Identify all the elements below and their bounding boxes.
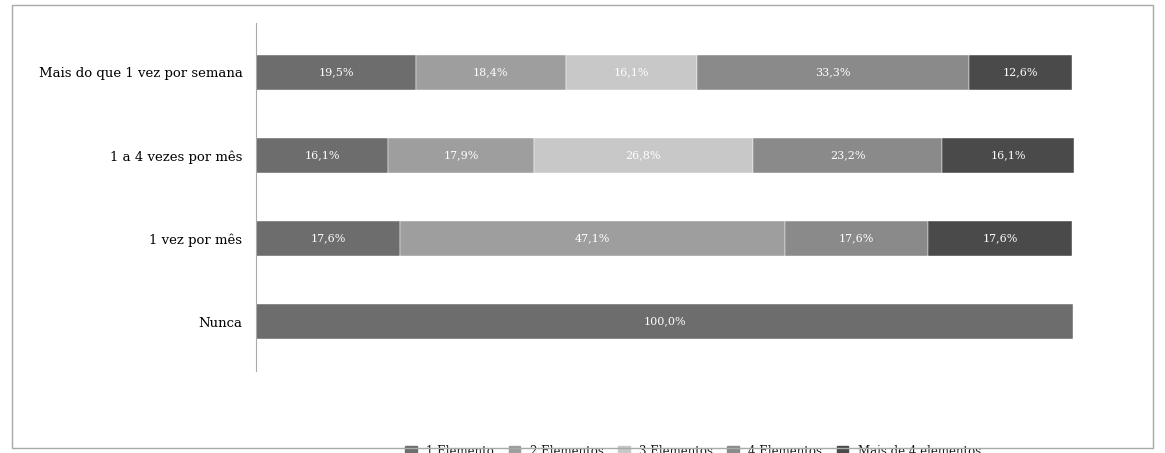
- Text: 18,4%: 18,4%: [473, 67, 508, 77]
- Text: 17,6%: 17,6%: [310, 234, 346, 244]
- Text: 47,1%: 47,1%: [574, 234, 610, 244]
- Text: 16,1%: 16,1%: [304, 150, 340, 160]
- Text: 33,3%: 33,3%: [816, 67, 850, 77]
- Text: 19,5%: 19,5%: [318, 67, 354, 77]
- Bar: [256, 55, 416, 90]
- Bar: [566, 55, 698, 90]
- Text: 26,8%: 26,8%: [626, 150, 661, 160]
- Text: 12,6%: 12,6%: [1003, 67, 1038, 77]
- Bar: [753, 138, 942, 173]
- Text: 16,1%: 16,1%: [990, 150, 1025, 160]
- Bar: [388, 138, 534, 173]
- Bar: [942, 138, 1074, 173]
- Bar: [698, 55, 969, 90]
- Text: 17,9%: 17,9%: [443, 150, 479, 160]
- Text: 100,0%: 100,0%: [643, 317, 686, 327]
- Bar: [416, 55, 566, 90]
- Text: 16,1%: 16,1%: [614, 67, 649, 77]
- Bar: [785, 221, 929, 256]
- Bar: [256, 138, 388, 173]
- Bar: [256, 221, 400, 256]
- Bar: [534, 138, 753, 173]
- Bar: [400, 221, 785, 256]
- Bar: [969, 55, 1072, 90]
- Text: 23,2%: 23,2%: [829, 150, 866, 160]
- Bar: [256, 304, 1073, 339]
- Text: 17,6%: 17,6%: [982, 234, 1018, 244]
- Text: 17,6%: 17,6%: [839, 234, 874, 244]
- Bar: [929, 221, 1072, 256]
- Legend: 1 Elemento, 2 Elementos, 3 Elementos, 4 Elementos, Mais de 4 elementos: 1 Elemento, 2 Elementos, 3 Elementos, 4 …: [401, 440, 986, 453]
